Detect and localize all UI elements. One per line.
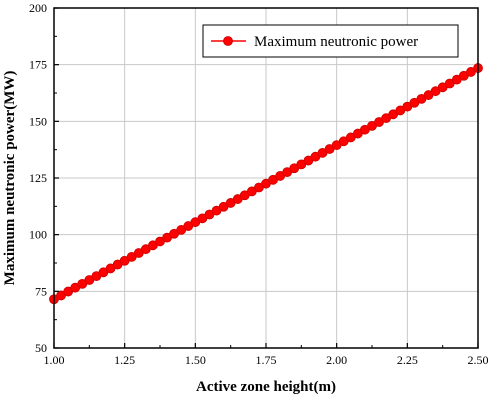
legend-label: Maximum neutronic power bbox=[254, 34, 418, 50]
y-tick-label: 50 bbox=[35, 341, 47, 355]
grid bbox=[54, 8, 478, 348]
series-maximum-neutronic-power bbox=[49, 63, 483, 305]
x-tick-label: 1.50 bbox=[185, 353, 206, 367]
x-tick-labels: 1.00 1.25 1.50 1.75 2.00 2.25 2.50 bbox=[44, 353, 489, 367]
x-tick-label: 2.50 bbox=[468, 353, 489, 367]
y-tick-label: 100 bbox=[29, 228, 47, 242]
y-tick-labels: 50 75 100 125 150 175 200 bbox=[29, 1, 47, 355]
y-axis-title: Maximum neutronic power(MW) bbox=[2, 71, 18, 286]
x-axis-title: Active zone height(m) bbox=[196, 379, 336, 395]
x-tick-label: 1.25 bbox=[114, 353, 135, 367]
x-tick-label: 2.25 bbox=[397, 353, 418, 367]
ticks bbox=[53, 7, 479, 349]
y-tick-label: 125 bbox=[29, 171, 47, 185]
x-tick-label: 1.75 bbox=[256, 353, 277, 367]
legend-marker bbox=[223, 36, 233, 46]
x-tick-label: 2.00 bbox=[326, 353, 347, 367]
y-tick-label: 150 bbox=[29, 114, 47, 128]
y-tick-label: 200 bbox=[29, 1, 47, 15]
y-tick-label: 175 bbox=[29, 58, 47, 72]
y-tick-label: 75 bbox=[35, 284, 47, 298]
legend: Maximum neutronic power bbox=[202, 24, 459, 58]
x-tick-label: 1.00 bbox=[44, 353, 65, 367]
